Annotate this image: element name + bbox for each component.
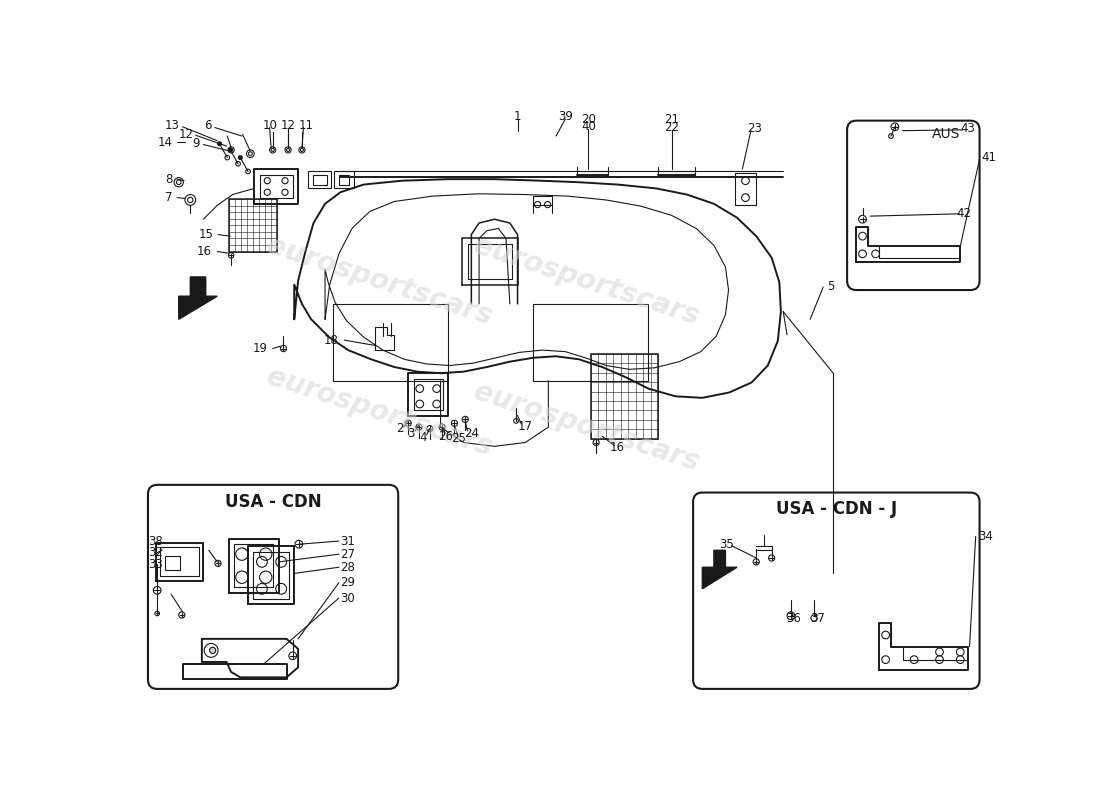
Polygon shape: [178, 277, 218, 319]
Text: eurosportscars: eurosportscars: [263, 231, 495, 330]
Text: 11: 11: [298, 118, 314, 132]
Bar: [334, 171, 353, 188]
Text: 16: 16: [197, 245, 212, 258]
Text: 23: 23: [747, 122, 762, 135]
Circle shape: [218, 142, 221, 146]
Bar: [229, 199, 276, 251]
Text: 29: 29: [341, 576, 355, 589]
Text: 26: 26: [438, 430, 453, 443]
Text: eurosportscars: eurosportscars: [471, 378, 703, 477]
Text: USA - CDN: USA - CDN: [224, 493, 321, 510]
Text: 13: 13: [165, 118, 180, 132]
Text: 8: 8: [165, 173, 173, 186]
Text: 2: 2: [396, 422, 404, 435]
Text: AUS: AUS: [932, 127, 960, 142]
Text: 15: 15: [198, 228, 213, 241]
Text: 30: 30: [341, 591, 355, 605]
Circle shape: [209, 647, 216, 654]
Text: 9: 9: [191, 138, 199, 150]
Polygon shape: [703, 550, 737, 589]
Text: eurosportscars: eurosportscars: [471, 231, 703, 330]
Text: 33: 33: [147, 558, 163, 570]
Bar: [591, 354, 659, 438]
Text: 22: 22: [664, 121, 679, 134]
Text: 18: 18: [324, 334, 339, 346]
Text: 31: 31: [341, 534, 355, 547]
Bar: [308, 171, 331, 188]
Text: 27: 27: [341, 548, 355, 561]
Text: 37: 37: [811, 611, 825, 625]
Text: eurosportscars: eurosportscars: [263, 362, 495, 462]
Text: 34: 34: [978, 530, 993, 543]
Text: 20: 20: [581, 113, 596, 126]
Bar: [339, 175, 349, 185]
Text: 42: 42: [957, 207, 971, 220]
Text: 3: 3: [408, 426, 415, 440]
Text: USA - CDN - J: USA - CDN - J: [776, 501, 896, 518]
Text: 41: 41: [981, 151, 997, 164]
Circle shape: [239, 156, 242, 159]
Text: 10: 10: [262, 118, 277, 132]
Text: 5: 5: [827, 281, 835, 294]
Text: 12: 12: [179, 128, 194, 141]
Text: 35: 35: [719, 538, 735, 550]
Text: 4: 4: [419, 430, 427, 444]
Bar: [165, 556, 180, 570]
Text: 25: 25: [451, 432, 465, 445]
Text: 39: 39: [558, 110, 573, 123]
Text: 7: 7: [165, 191, 173, 204]
Text: 24: 24: [464, 426, 478, 440]
Text: 6: 6: [205, 118, 212, 132]
Text: 43: 43: [960, 122, 976, 135]
Text: 1: 1: [514, 110, 521, 123]
Text: 16: 16: [610, 442, 625, 454]
Text: 12: 12: [280, 118, 296, 132]
Text: 36: 36: [785, 611, 801, 625]
Text: 28: 28: [341, 561, 355, 574]
Text: 40: 40: [581, 120, 596, 134]
Text: 38: 38: [147, 534, 163, 547]
Text: 17: 17: [518, 420, 532, 433]
Text: 21: 21: [664, 113, 679, 126]
Bar: [312, 174, 327, 186]
Text: 32: 32: [147, 546, 163, 559]
Text: 19: 19: [252, 342, 267, 355]
Circle shape: [229, 148, 232, 152]
Text: 14: 14: [157, 136, 173, 149]
